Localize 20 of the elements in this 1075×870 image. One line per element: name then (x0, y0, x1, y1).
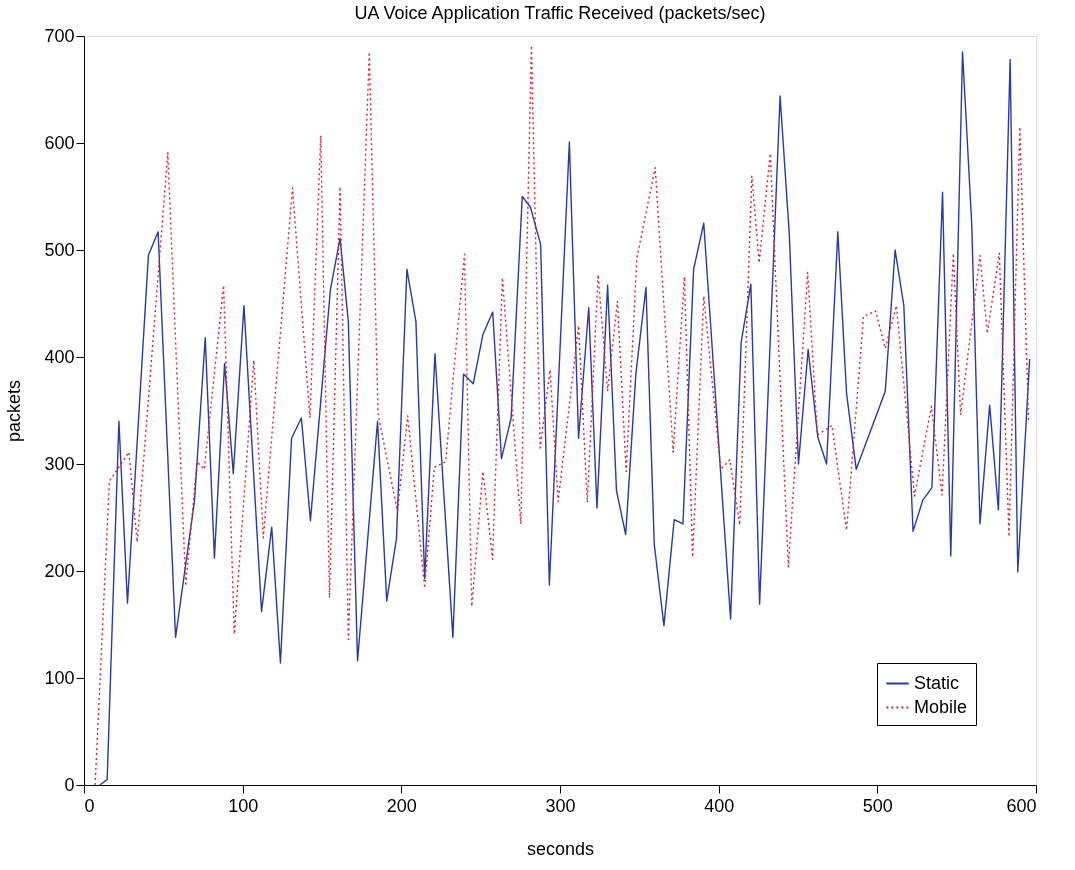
y-tick-label: 100 (44, 667, 75, 688)
legend-label: Mobile (914, 696, 968, 717)
legend-label: Static (914, 672, 960, 693)
x-tick-label: 0 (84, 795, 95, 816)
y-tick-label: 600 (44, 132, 75, 153)
y-tick-label: 0 (64, 774, 75, 795)
chart-title: UA Voice Application Traffic Received (packets/sec) (354, 3, 766, 23)
y-tick-label: 400 (44, 346, 75, 367)
y-tick-label: 700 (44, 25, 75, 46)
x-tick-label: 200 (386, 795, 417, 816)
x-tick-label: 400 (704, 795, 735, 816)
x-tick-label: 100 (228, 795, 259, 816)
y-tick-label: 300 (44, 453, 75, 474)
y-tick-label: 500 (44, 239, 75, 260)
y-tick-label: 200 (44, 560, 75, 581)
x-axis-title: seconds (526, 838, 595, 859)
x-tick-label: 300 (545, 795, 576, 816)
y-axis-title: packets (4, 379, 25, 443)
x-tick-label: 600 (1006, 795, 1037, 816)
x-tick-label: 500 (862, 795, 893, 816)
